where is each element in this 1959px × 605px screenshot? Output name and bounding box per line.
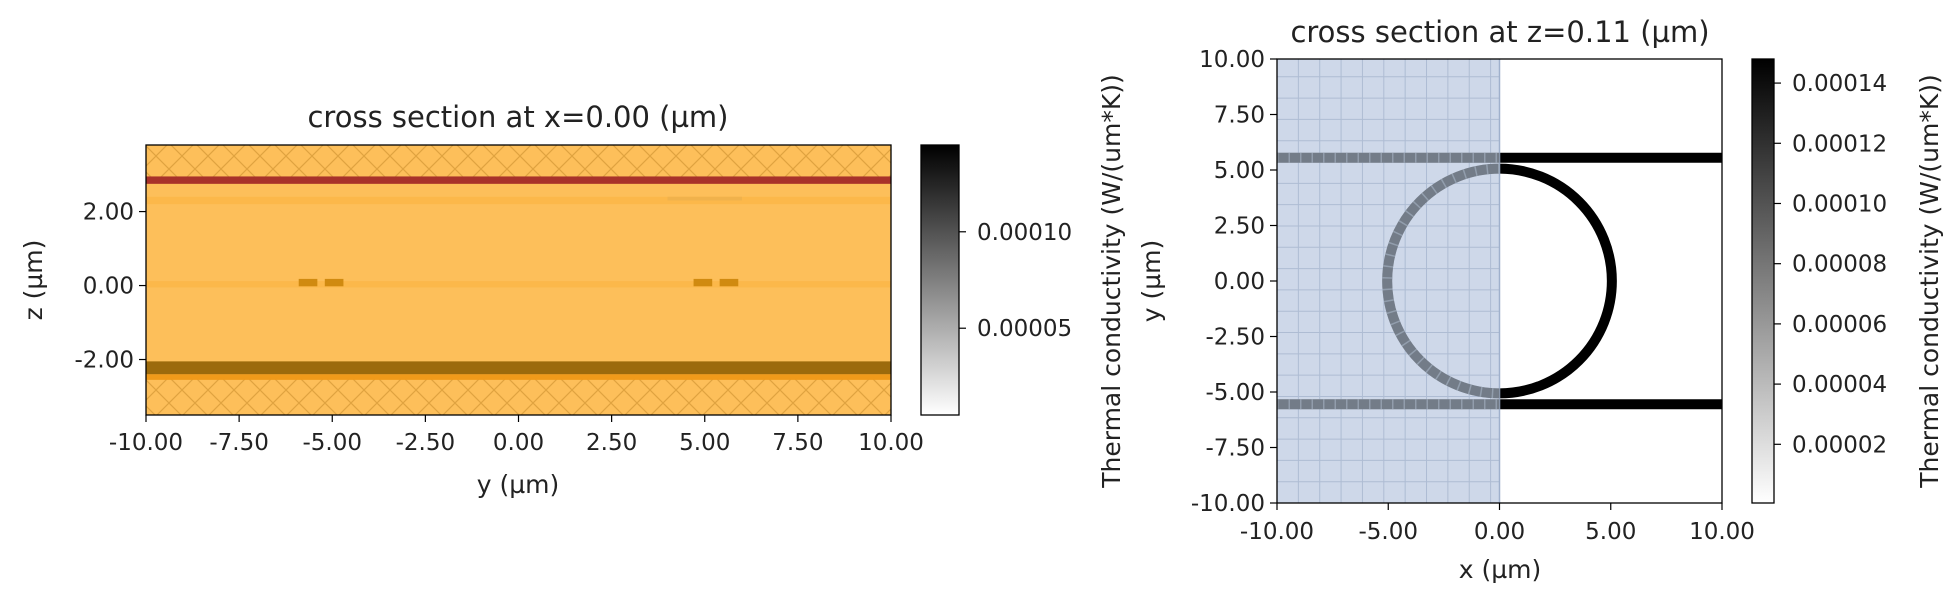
panel-z-section: cross section at z=0.11 (µm) -10.00 -5.00…	[1097, 15, 1944, 584]
colorbar2-tick-label: 0.00010	[1792, 191, 1887, 217]
chart1-plot-area	[146, 145, 891, 415]
hatched-region-1	[146, 378, 891, 415]
chart2-plot-area	[1277, 59, 1722, 503]
chart1-ylabel: z (µm)	[19, 240, 48, 321]
chart1-xtick-label: 0.00	[493, 430, 544, 456]
colorbar2-tick-label: 0.00006	[1792, 312, 1887, 338]
chart1-xtick-label: 7.50	[772, 430, 823, 456]
chart2-colorbar-label: Thermal conductivity (W/(um*K))	[1915, 74, 1944, 489]
electrode-pad-3	[719, 278, 739, 287]
layer-3	[146, 361, 891, 375]
electrode-pad-0	[298, 278, 318, 287]
chart2-ytick-label: 2.50	[1214, 214, 1265, 240]
chart1-colorbar	[920, 144, 960, 416]
chart1-ytick-label: 2.00	[83, 200, 134, 226]
layer-4	[146, 374, 891, 380]
chart2-ytick-label: -2.50	[1205, 325, 1265, 351]
chart1-xtick-label: -10.00	[109, 430, 183, 456]
layer-1	[146, 196, 891, 205]
chart1-xtick-label: 10.00	[858, 430, 924, 456]
chart2-ytick-label: 7.50	[1214, 103, 1265, 129]
layer-2	[146, 281, 891, 288]
chart2-xlabel: x (µm)	[1459, 555, 1542, 584]
chart1-ytick-label: -2.00	[74, 348, 134, 374]
chart2-xtick-label: -10.00	[1240, 519, 1314, 545]
electrode-pad-1	[324, 278, 344, 287]
chart2-left-conductivity-label: Thermal conductivity (W/(um*K))	[1097, 74, 1126, 489]
chart2-ylabel: y (µm)	[1137, 240, 1166, 323]
electrode-pad-2	[693, 278, 713, 287]
panel-x-section: cross section at x=0.00 (µm) -10.00 -7.50…	[19, 100, 1072, 499]
colorbar2-tick-label: 0.00012	[1792, 131, 1887, 157]
chart2-ytick-label: 0.00	[1214, 269, 1265, 295]
chart2-colorbar	[1751, 58, 1775, 504]
chart1-xtick-label: -7.50	[209, 430, 269, 456]
chart2-ytick-label: -5.00	[1205, 380, 1265, 406]
chart1-ytick-label: 0.00	[83, 274, 134, 300]
colorbar2-tick-label: 0.00008	[1792, 252, 1887, 278]
hatched-region-0	[146, 145, 891, 179]
chart2-title: cross section at z=0.11 (µm)	[1290, 15, 1709, 49]
chart2-xtick-label: 0.00	[1474, 519, 1525, 545]
chart1-xtick-label: -2.50	[396, 430, 456, 456]
slab-strip	[667, 196, 742, 201]
chart2-ytick-label: -7.50	[1205, 436, 1265, 462]
chart1-xtick-label: -5.00	[302, 430, 362, 456]
colorbar1-tick-label: 0.00010	[977, 220, 1072, 246]
colorbar2-tick-label: 0.00002	[1792, 432, 1887, 458]
layer-0	[146, 176, 891, 184]
chart1-xtick-label: 5.00	[679, 430, 730, 456]
ring-mesh-marks	[1382, 163, 1500, 399]
colorbar1-tick-label: 0.00005	[977, 316, 1072, 342]
colorbar2-tick-label: 0.00014	[1792, 71, 1887, 97]
chart2-ytick-label: 10.00	[1199, 47, 1265, 73]
chart2-ytick-label: 5.00	[1214, 158, 1265, 184]
colorbar2-tick-label: 0.00004	[1792, 372, 1887, 398]
chart2-xtick-label: -5.00	[1358, 519, 1418, 545]
chart1-title: cross section at x=0.00 (µm)	[307, 100, 728, 134]
chart1-xlabel: y (µm)	[477, 470, 560, 499]
chart2-xtick-label: 10.00	[1689, 519, 1755, 545]
chart2-xtick-label: 5.00	[1585, 519, 1636, 545]
chart1-xtick-label: 2.50	[586, 430, 637, 456]
chart2-ytick-label: -10.00	[1191, 491, 1265, 517]
